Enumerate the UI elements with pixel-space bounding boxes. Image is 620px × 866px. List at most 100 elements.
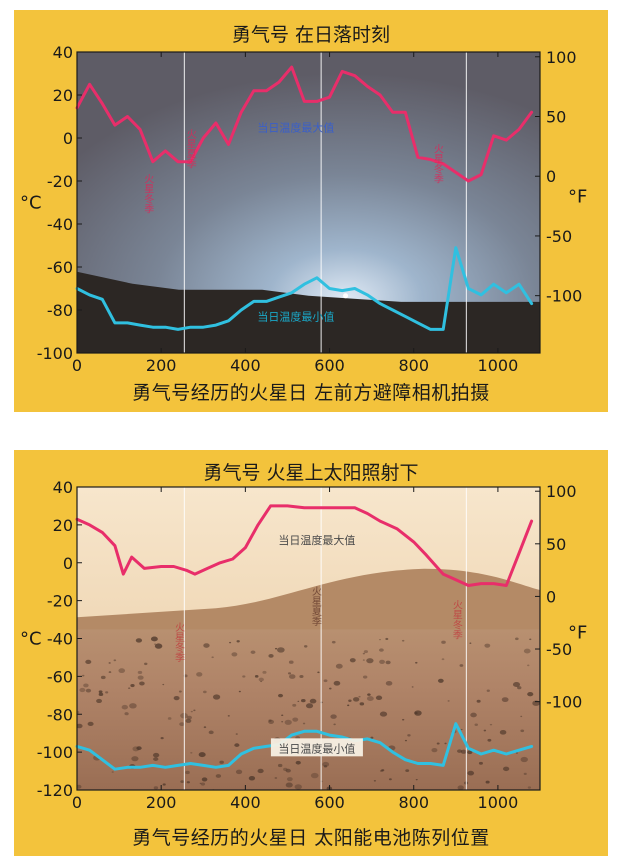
rock (527, 786, 532, 789)
rock (283, 767, 288, 771)
rock (186, 715, 192, 720)
rock (367, 693, 371, 696)
annotation-label: 火星冬季 (173, 622, 185, 663)
y-tick-label: -60 (47, 258, 73, 277)
rock (284, 719, 292, 725)
rock (331, 640, 336, 644)
annotation-label: 火星夏季 (309, 586, 321, 627)
rock (203, 643, 210, 648)
chart-panel-bottom: 勇气号 火星上太阳照射下 当日温度最大值 当日温度最小值 火星夏季 火星冬季 火星冬季 0… (14, 450, 608, 856)
chart-title: 勇气号 在日落时刻 (231, 24, 391, 46)
rock (470, 712, 477, 718)
rock (98, 692, 104, 697)
rock (333, 680, 341, 686)
rock (362, 675, 368, 679)
rock (467, 770, 475, 776)
rock (153, 757, 159, 761)
y-tick-label: -60 (47, 667, 73, 686)
rock (305, 703, 314, 709)
rock (330, 714, 337, 719)
rock (379, 711, 388, 717)
rock (286, 777, 293, 782)
rock (200, 782, 206, 786)
rock (499, 729, 507, 735)
x-tick-label: 200 (146, 793, 177, 812)
rock (335, 663, 343, 669)
rock (322, 761, 330, 767)
rock (323, 765, 328, 768)
rock (485, 780, 490, 784)
rock (268, 719, 275, 724)
rock (135, 638, 143, 643)
rock (128, 687, 131, 690)
ground (77, 629, 540, 790)
rock (278, 693, 284, 698)
rock (401, 639, 405, 642)
y2-axis-label: °F (568, 187, 587, 208)
rock (130, 684, 135, 688)
annotation-label: 当日温度最小值 (257, 309, 334, 323)
rock (274, 647, 278, 650)
rock (79, 687, 86, 693)
rock (469, 642, 472, 644)
rock (520, 715, 523, 718)
rock (118, 668, 126, 674)
chart-panel-top: 勇气号 在日落时刻 当日温度最大值 当日温度最小值 火星夏季 火星冬季 火星冬季 0 200… (14, 10, 608, 412)
rock (201, 777, 208, 782)
sun (343, 293, 349, 299)
rock (359, 702, 365, 706)
rock (527, 664, 530, 667)
rock (381, 769, 385, 772)
rock (302, 722, 306, 725)
rock (431, 747, 438, 753)
rock (178, 690, 182, 693)
rock (229, 641, 232, 644)
rock (277, 763, 283, 768)
rock (198, 752, 206, 758)
rock (137, 670, 143, 675)
x-tick-label: 1000 (478, 356, 519, 375)
rock (199, 782, 202, 785)
rock (236, 640, 240, 643)
rock (297, 700, 300, 702)
rock (362, 652, 365, 655)
rock (193, 709, 196, 712)
rock (281, 721, 284, 723)
rock (478, 761, 483, 765)
annotation-box (270, 738, 363, 757)
rock (254, 675, 259, 678)
y-tick-label: 20 (53, 86, 73, 105)
rock (405, 769, 410, 772)
rock (517, 686, 522, 690)
rock (281, 714, 284, 716)
rock (502, 766, 510, 772)
chart-title: 勇气号 火星上太阳照射下 (203, 462, 419, 484)
rock (219, 760, 224, 764)
rock (379, 659, 385, 664)
x-tick-label: 0 (72, 793, 82, 812)
rock (414, 710, 422, 716)
rock (520, 756, 528, 763)
rock (153, 786, 159, 790)
rock (348, 699, 352, 702)
rock (87, 721, 94, 727)
rock (385, 660, 391, 665)
series-line-min (75, 246, 534, 331)
series-line-max (75, 65, 534, 183)
series-line-min (75, 722, 534, 771)
y2-tick-label: -50 (546, 640, 572, 659)
rock (476, 699, 481, 703)
plot-frame (76, 51, 541, 354)
rock (447, 700, 450, 702)
y-tick-label: -20 (47, 172, 73, 191)
y2-tick-label: 0 (546, 587, 556, 606)
y2-tick-label: 0 (546, 167, 556, 186)
annotation-label: 火星冬季 (142, 174, 154, 215)
rock (85, 659, 92, 665)
annotation-label: 当日温度最大值 (278, 533, 355, 547)
rock (129, 703, 137, 709)
rock (285, 782, 293, 788)
rock (358, 695, 361, 698)
rock (100, 675, 106, 680)
y-tick-label: 40 (53, 43, 73, 62)
